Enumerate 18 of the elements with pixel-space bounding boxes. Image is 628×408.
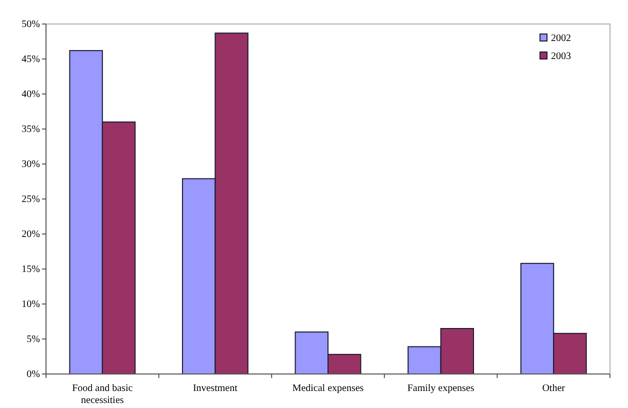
y-tick-label: 5% [26, 334, 40, 346]
x-tick-label: Family expenses [407, 383, 474, 394]
y-tick-label: 10% [22, 299, 40, 310]
y-tick-label: 50% [22, 19, 40, 30]
y-tick-label: 30% [22, 159, 40, 170]
y-tick-label: 25% [22, 194, 40, 206]
y-tick-label: 20% [22, 229, 40, 240]
y-tick-label: 35% [22, 124, 40, 136]
x-tick-label: Food and basic necessities [72, 383, 134, 406]
y-tick-label: 45% [22, 54, 40, 66]
legend-label: 2002 [551, 33, 571, 44]
x-tick-label: Investment [192, 383, 238, 394]
x-tick-label: Other [542, 383, 566, 394]
y-tick-label: 40% [22, 89, 40, 100]
x-tick-label: Medical expenses [292, 383, 364, 394]
y-tick-label: 15% [22, 264, 40, 276]
y-tick-label: 0% [26, 369, 40, 380]
legend-label: 2003 [551, 51, 571, 62]
